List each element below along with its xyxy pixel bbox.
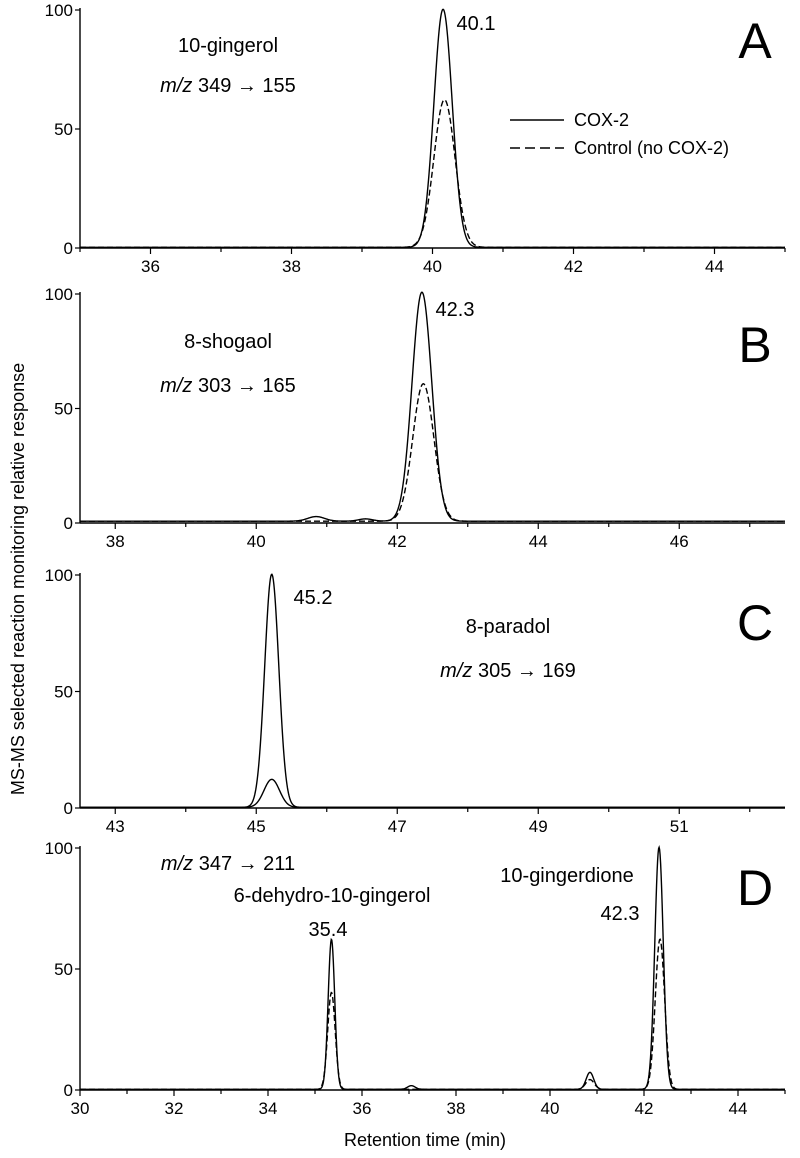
x-axis-label: Retention time (min) xyxy=(344,1130,506,1150)
x-tick-label: 36 xyxy=(141,257,160,276)
y-tick-label: 100 xyxy=(45,839,73,858)
series-cox2-line xyxy=(80,573,785,808)
x-tick-label: 42 xyxy=(388,532,407,551)
panel-d: 0 50 100 30 32 34 36 38 40 42 44 Dm/z 347 → 211 6-de… xyxy=(45,839,786,1118)
x-tick-label: 38 xyxy=(282,257,301,276)
x-tick-label: 34 xyxy=(259,1099,278,1118)
x-tick-label: 45 xyxy=(247,817,266,836)
x-tick-label: 30 xyxy=(71,1099,90,1118)
series-control-line xyxy=(80,98,785,248)
x-tick-label: 46 xyxy=(670,532,689,551)
y-tick-label: 100 xyxy=(45,285,73,304)
x-tick-label: 44 xyxy=(729,1099,748,1118)
panel-c: 0 50 100 43 45 47 49 51 C 8-paradol m/z 305 → 169 4… xyxy=(45,566,785,836)
peak-label: 45.2 xyxy=(294,587,333,609)
x-tick-label: 44 xyxy=(529,532,548,551)
y-tick-label: 50 xyxy=(54,960,73,979)
x-tick-label: 32 xyxy=(165,1099,184,1118)
panel-b: 0 50 100 38 40 42 44 46 B 8-shogaol m/z 303 → 165 4… xyxy=(45,285,785,551)
x-tick-label: 47 xyxy=(388,817,407,836)
y-tick-label: 100 xyxy=(45,1,73,20)
series-cox2-line xyxy=(80,291,785,522)
mz-transition: m/z 347 → 211 xyxy=(161,853,295,875)
x-tick-label: 40 xyxy=(247,532,266,551)
panel-letter: B xyxy=(738,317,771,373)
x-tick-label: 36 xyxy=(353,1099,372,1118)
x-tick-label: 40 xyxy=(423,257,442,276)
compound-name: 8-shogaol xyxy=(184,331,272,353)
y-tick-label: 100 xyxy=(45,566,73,585)
peak-label: 42.3 xyxy=(601,903,640,925)
series-control-line xyxy=(80,938,785,1090)
y-axis-label: MS-MS selected reaction monitoring relat… xyxy=(8,363,28,795)
panel-letter: C xyxy=(737,595,773,651)
peak-label: 35.4 xyxy=(309,919,348,941)
x-tick-label: 43 xyxy=(106,817,125,836)
compound-name: 10-gingerol xyxy=(178,35,278,57)
mz-transition: m/z 305 → 169 xyxy=(440,660,576,682)
y-tick-label: 0 xyxy=(64,1081,73,1100)
series-cox2-line xyxy=(80,844,785,1090)
x-tick-label: 38 xyxy=(447,1099,466,1118)
x-tick-label: 40 xyxy=(541,1099,560,1118)
peak-label: 6-dehydro-10-gingerol xyxy=(234,885,431,907)
mz-transition: m/z 303 → 165 xyxy=(160,375,296,397)
legend-label-control: Control (no COX-2) xyxy=(574,138,729,158)
y-tick-label: 0 xyxy=(64,799,73,818)
legend: COX-2 Control (no COX-2) xyxy=(510,110,729,158)
panel-letter: A xyxy=(738,13,772,69)
y-tick-label: 50 xyxy=(54,120,73,139)
panel-a: 0 50 100 36 38 40 42 44 A 10-gingerol m/z 349 → 15… xyxy=(45,1,786,276)
y-tick-label: 0 xyxy=(64,514,73,533)
peak-label: 40.1 xyxy=(457,13,496,35)
y-tick-label: 50 xyxy=(54,400,73,419)
x-tick-label: 42 xyxy=(564,257,583,276)
panel-letter: D xyxy=(737,860,773,916)
y-tick-label: 0 xyxy=(64,239,73,258)
legend-label-cox2: COX-2 xyxy=(574,110,629,130)
x-tick-label: 38 xyxy=(106,532,125,551)
peak-label: 42.3 xyxy=(436,299,475,321)
x-tick-label: 44 xyxy=(705,257,724,276)
mz-transition: m/z 349 → 155 xyxy=(160,75,296,97)
compound-name: 8-paradol xyxy=(466,616,551,638)
x-tick-label: 49 xyxy=(529,817,548,836)
series-control-line xyxy=(80,778,785,808)
series-control-line xyxy=(80,383,785,522)
x-tick-label: 51 xyxy=(670,817,689,836)
y-tick-label: 50 xyxy=(54,683,73,702)
peak-label: 10-gingerdione xyxy=(500,865,633,887)
x-tick-label: 42 xyxy=(635,1099,654,1118)
